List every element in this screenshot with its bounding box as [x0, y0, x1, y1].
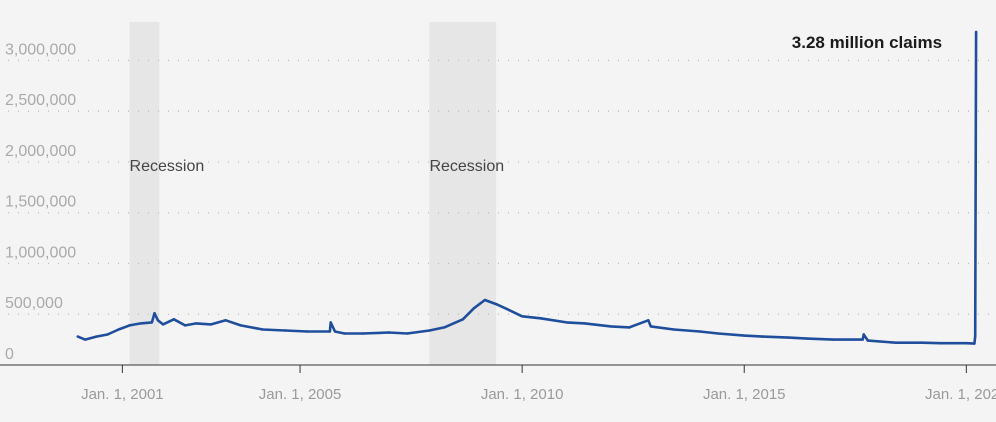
data-point [387, 331, 390, 334]
x-tick-label: Jan. 1, 2001 [81, 386, 164, 403]
data-point [76, 335, 80, 338]
y-tick-label: 0 [5, 346, 14, 363]
recession-band [429, 22, 497, 365]
data-point [306, 330, 309, 333]
data-point [894, 341, 898, 344]
data-point [539, 317, 542, 320]
data-point [717, 332, 720, 335]
data-point [787, 336, 790, 339]
data-point [361, 332, 364, 335]
data-point [261, 328, 264, 331]
recession-bands: Recession Recession [129, 22, 504, 365]
data-point [506, 308, 509, 311]
x-tick-label: Jan. 1, 2010 [481, 386, 564, 403]
data-point [150, 321, 154, 324]
data-point [494, 302, 498, 306]
data-point [483, 298, 487, 302]
data-point [183, 324, 187, 327]
data-point [698, 330, 701, 333]
x-axis: Jan. 1, 2001 Jan. 1, 2005 Jan. 1, 2010 Jan.… [0, 364, 996, 403]
data-point [139, 322, 142, 325]
data-point [209, 323, 213, 326]
series-line [76, 30, 978, 345]
data-point [153, 312, 156, 315]
data-point [939, 342, 942, 345]
data-point [973, 342, 976, 345]
x-tick-label: Jan. 1, 2020 [925, 386, 996, 403]
y-tick-label: 2,000,000 [5, 143, 76, 160]
data-point [609, 325, 613, 328]
data-point [195, 322, 198, 325]
y-tick-label: 2,500,000 [5, 92, 76, 109]
data-point [156, 319, 160, 322]
data-point [428, 329, 431, 332]
data-point [343, 332, 346, 335]
data-point [965, 342, 968, 345]
data-point [95, 335, 98, 338]
data-point [472, 307, 476, 310]
data-point [647, 319, 650, 322]
data-point [461, 318, 465, 321]
data-point [239, 324, 242, 327]
x-tick-label: Jan. 1, 2015 [703, 386, 786, 403]
peak-annotation: 3.28 million claims [792, 33, 942, 52]
annotations: 3.28 million claims [792, 33, 942, 52]
data-point [761, 335, 764, 338]
data-point [565, 321, 568, 324]
data-point [583, 322, 587, 325]
data-point [862, 333, 865, 336]
data-point [866, 339, 870, 342]
data-point [333, 330, 337, 333]
y-tick-label: 1,500,000 [5, 194, 76, 211]
data-point [172, 318, 176, 321]
data-point [743, 334, 746, 337]
data-point [861, 338, 864, 341]
data-point [406, 332, 409, 335]
y-tick-label: 3,000,000 [5, 41, 76, 58]
data-point [224, 319, 227, 322]
y-tick-label: 1,000,000 [5, 244, 76, 261]
data-point [831, 338, 835, 341]
data-point [128, 324, 131, 327]
data-point [974, 335, 977, 338]
data-point [117, 328, 120, 331]
data-point [161, 323, 165, 326]
data-point [83, 338, 87, 341]
data-point [443, 326, 446, 329]
data-point [805, 337, 809, 340]
data-point [106, 333, 109, 336]
recession-label: Recession [429, 158, 504, 175]
gridlines [8, 59, 990, 315]
data-point [520, 315, 524, 318]
recession-label: Recession [130, 158, 205, 175]
data-point [920, 341, 924, 344]
series [76, 30, 978, 345]
x-tick-label: Jan. 1, 2005 [259, 386, 342, 403]
data-point [672, 328, 675, 331]
data-point [649, 325, 652, 328]
data-point [329, 321, 332, 324]
y-axis: 0 500,000 1,000,000 1,500,000 2,000,000 2,500… [5, 41, 76, 363]
data-point [328, 330, 332, 333]
y-tick-label: 500,000 [5, 295, 63, 312]
data-point [974, 30, 978, 34]
data-point [628, 326, 631, 329]
data-point [284, 329, 287, 332]
recession-band [129, 22, 160, 365]
